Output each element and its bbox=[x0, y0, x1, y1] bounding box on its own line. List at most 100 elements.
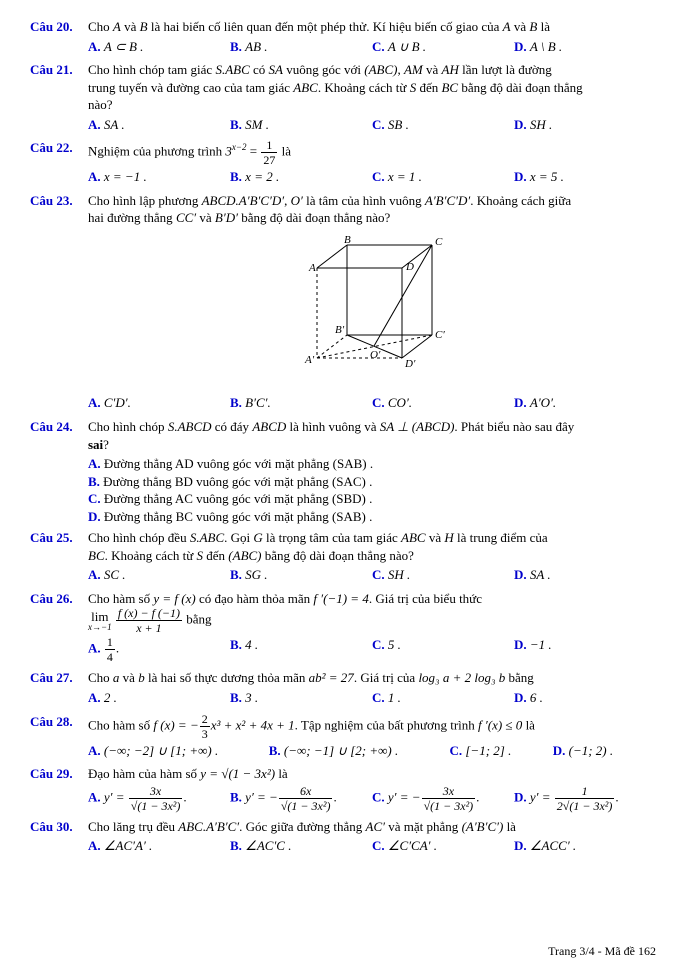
math-exp: x−2 bbox=[232, 142, 247, 152]
stem-text: là bbox=[503, 819, 516, 834]
math-fraction: 127 bbox=[261, 139, 277, 166]
option-c: C. [−1; 2] . bbox=[449, 742, 552, 760]
option-b: B. SG . bbox=[230, 566, 372, 584]
options-row: A. SC . B. SG . C. SH . D. SA . bbox=[88, 566, 656, 584]
options-row: A. ∠AC′A′ . B. ∠AC′C . C. ∠C′CA′ . D. ∠A… bbox=[88, 837, 656, 855]
option-d: D. x = 5 . bbox=[514, 168, 656, 186]
question-29: Câu 29. Đạo hàm của hàm số y = √(1 − 3x²… bbox=[30, 765, 656, 814]
question-number: Câu 29. bbox=[30, 765, 88, 814]
math: f ′(−1) = 4 bbox=[313, 591, 368, 606]
option-text: 1 . bbox=[388, 690, 401, 705]
option-d: D. A \ B . bbox=[514, 38, 656, 56]
frac-num: 6x bbox=[279, 785, 333, 799]
stem-text: Cho bbox=[88, 19, 113, 34]
frac-den: √(1 − 3x²) bbox=[422, 799, 476, 812]
option-letter: B. bbox=[269, 743, 284, 758]
math: ABCD bbox=[252, 419, 286, 434]
option-b: B. y′ = −6x√(1 − 3x²). bbox=[230, 785, 372, 812]
option-text: x = 2 . bbox=[245, 169, 279, 184]
option-d: D. ∠ACC′ . bbox=[514, 837, 656, 855]
option-letter: C. bbox=[372, 789, 388, 804]
question-body: Cho a và b là hai số thực dương thỏa mãn… bbox=[88, 669, 656, 708]
option-letter: A. bbox=[88, 743, 104, 758]
fraction-den: x + 1 bbox=[116, 621, 182, 634]
fraction-num: f (x) − f (−1) bbox=[116, 607, 182, 621]
option-c: C. Đường thẳng AC vuông góc với mặt phẳn… bbox=[88, 490, 656, 508]
option-d: D. y′ = 12√(1 − 3x²). bbox=[514, 785, 656, 812]
math: S.ABC bbox=[190, 530, 224, 545]
option-letter: C. bbox=[372, 838, 388, 853]
option-b: B. 4 . bbox=[230, 636, 372, 663]
cube-label-Bp: B′ bbox=[335, 324, 345, 336]
stem-text: và bbox=[121, 19, 140, 34]
cube-svg: A B C D A′ B′ C′ D′ O′ bbox=[282, 233, 462, 388]
bold-sai: sai bbox=[88, 437, 103, 452]
option-text: ∠AC′C . bbox=[245, 838, 291, 853]
math: H bbox=[444, 530, 453, 545]
option-d: D. SH . bbox=[514, 116, 656, 134]
question-body: Cho hình chóp đều S.ABC. Gọi G là trọng … bbox=[88, 529, 656, 586]
option-c: C. SH . bbox=[372, 566, 514, 584]
stem-text: đến bbox=[416, 80, 441, 95]
fraction-num: 1 bbox=[261, 139, 277, 153]
frac-den: 4 bbox=[105, 650, 115, 663]
stem-text: là trọng tâm của tam giác bbox=[263, 530, 401, 545]
math: SA ⊥ (ABCD) bbox=[380, 419, 455, 434]
option-a: A. A ⊂ B . bbox=[88, 38, 230, 56]
option-text: SA . bbox=[530, 567, 551, 582]
option-d: D. (−1; 2) . bbox=[553, 742, 656, 760]
option-text: SH . bbox=[388, 567, 410, 582]
option-text: B′C′. bbox=[245, 395, 271, 410]
option-letter: B. bbox=[230, 838, 245, 853]
frac-den: 3 bbox=[200, 727, 210, 740]
stem-text: nào? bbox=[88, 97, 113, 112]
stem-text: . Khoảng cách từ bbox=[318, 80, 410, 95]
stem-text: là hai số thực dương thỏa mãn bbox=[145, 670, 309, 685]
option-letter: A. bbox=[88, 395, 104, 410]
fraction-den: 27 bbox=[261, 153, 277, 166]
stem-text: có đáy bbox=[212, 419, 253, 434]
math: AH bbox=[442, 62, 459, 77]
options-stack: A. Đường thẳng AD vuông góc với mặt phẳn… bbox=[88, 455, 656, 525]
option-text: Đường thẳng AC vuông góc với mặt phẳng (… bbox=[104, 491, 373, 506]
stem-text: Cho lăng trụ đều bbox=[88, 819, 178, 834]
math: y = f (x) bbox=[153, 591, 195, 606]
option-letter: B. bbox=[230, 117, 245, 132]
options-row: A. y′ = 3x√(1 − 3x²). B. y′ = −6x√(1 − 3… bbox=[88, 785, 656, 812]
option-text: (−1; 2) . bbox=[569, 743, 614, 758]
math: ABCD.A′B′C′D′ bbox=[202, 193, 285, 208]
question-number: Câu 30. bbox=[30, 818, 88, 857]
options-row: A. 2 . B. 3 . C. 1 . D. 6 . bbox=[88, 689, 656, 707]
frac-den: √(1 − 3x²) bbox=[129, 799, 183, 812]
option-text: SA . bbox=[104, 117, 125, 132]
option-c: C. 5 . bbox=[372, 636, 514, 663]
option-text: ∠C′CA′ . bbox=[388, 838, 437, 853]
option-letter: A. bbox=[88, 838, 104, 853]
question-body: Cho hình chóp tam giác S.ABC có SA vuông… bbox=[88, 61, 656, 135]
question-24: Câu 24. Cho hình chóp S.ABCD có đáy ABCD… bbox=[30, 418, 656, 525]
math: A bbox=[503, 19, 511, 34]
math: ABC.A′B′C′ bbox=[178, 819, 239, 834]
stem-text: hai đường thẳng bbox=[88, 210, 176, 225]
option-text: x = −1 . bbox=[104, 169, 147, 184]
option-text: A′O′. bbox=[530, 395, 556, 410]
option-fraction: 12√(1 − 3x²) bbox=[555, 785, 615, 812]
option-b: B. ∠AC′C . bbox=[230, 837, 372, 855]
cube-label-B: B bbox=[344, 234, 351, 246]
option-letter: C. bbox=[372, 395, 388, 410]
frac-num: 3x bbox=[129, 785, 183, 799]
option-c: C. A ∪ B . bbox=[372, 38, 514, 56]
math: AC′ bbox=[366, 819, 385, 834]
frac-den: √(1 − 3x²) bbox=[279, 799, 333, 812]
option-text: SG . bbox=[245, 567, 267, 582]
stem-text: . Khoảng cách giữa bbox=[470, 193, 571, 208]
math: G bbox=[253, 530, 262, 545]
frac-num: 1 bbox=[105, 636, 115, 650]
question-30: Câu 30. Cho lăng trụ đều ABC.A′B′C′. Góc… bbox=[30, 818, 656, 857]
option-text: −1 . bbox=[530, 637, 552, 652]
stem-text: là bbox=[537, 19, 550, 34]
stem-text: có đạo hàm thỏa mãn bbox=[196, 591, 314, 606]
stem-text: bằng bbox=[505, 670, 534, 685]
option-letter: A. bbox=[88, 641, 104, 656]
question-20: Câu 20. Cho A và B là hai biến cố liên q… bbox=[30, 18, 656, 57]
